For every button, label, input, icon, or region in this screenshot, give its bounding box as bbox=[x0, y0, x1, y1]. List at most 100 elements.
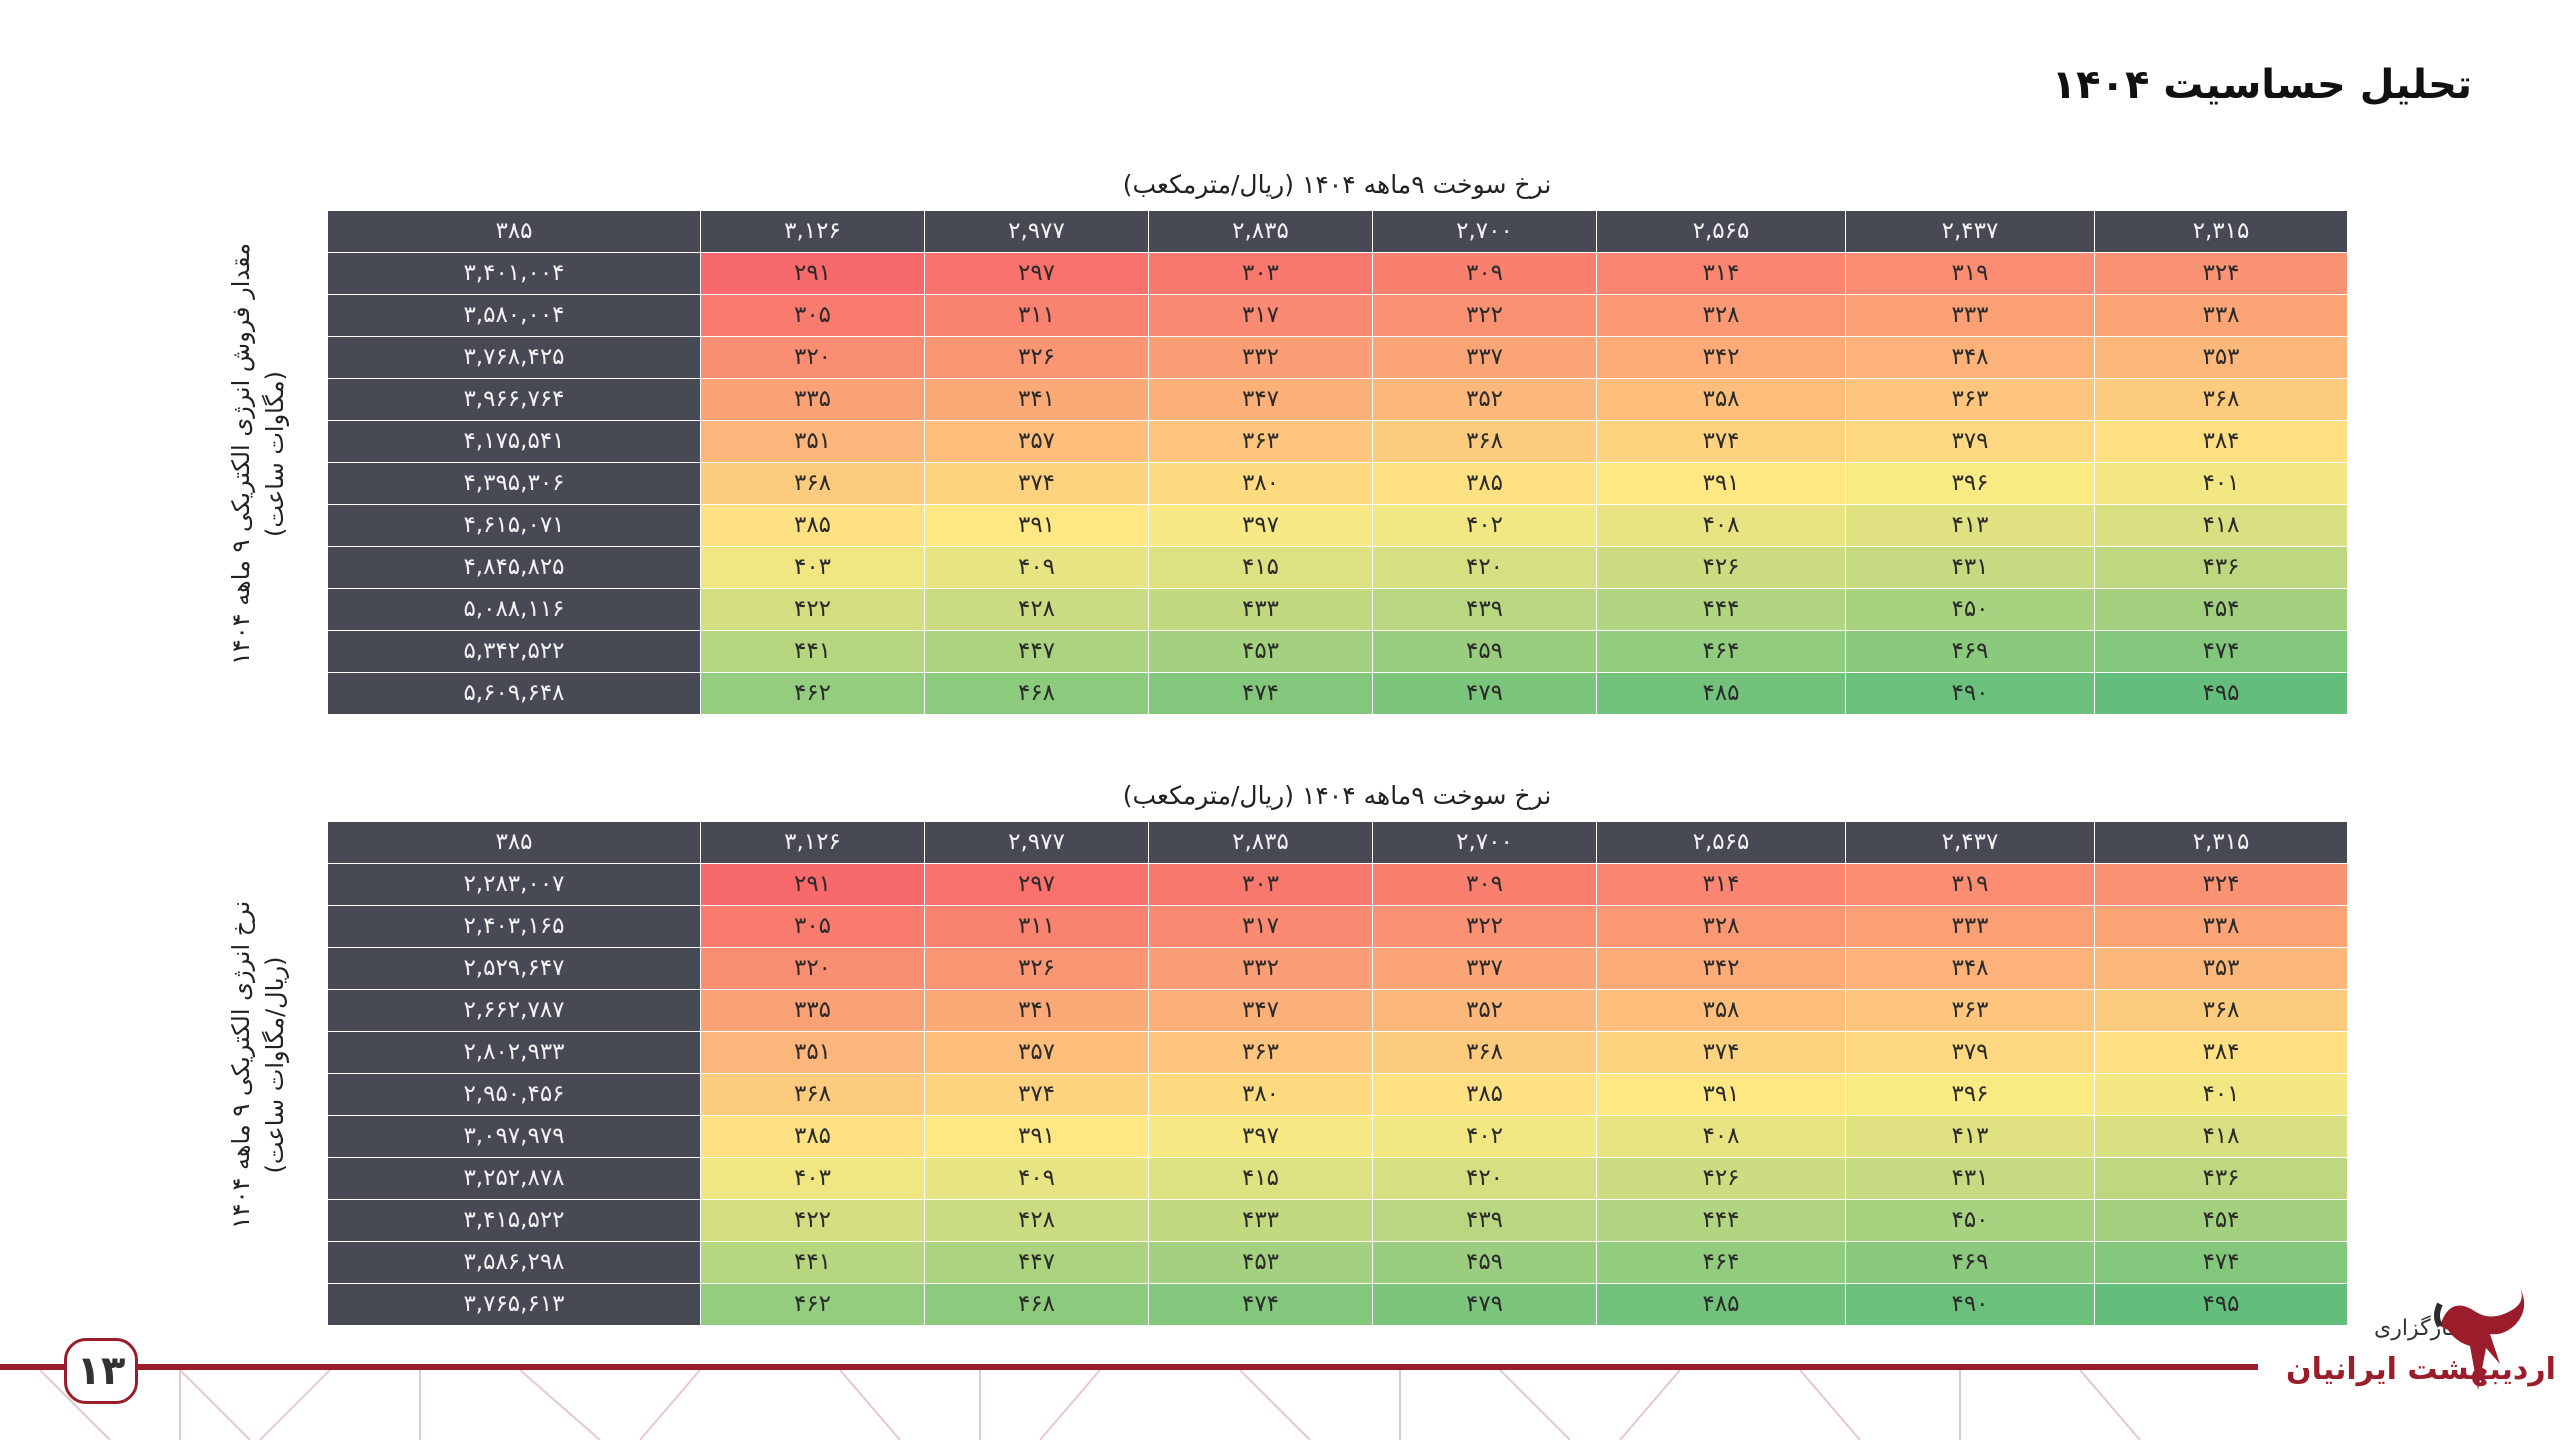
fuel-rate-header: ۲,۵۶۵ bbox=[1596, 210, 1846, 253]
table-cell: ۴۳۱ bbox=[1845, 1157, 2095, 1200]
table-cell: ۴۵۰ bbox=[1845, 1199, 2095, 1242]
row-label: ۲,۵۲۹,۶۴۷ bbox=[327, 947, 701, 990]
fuel-rate-header: ۲,۸۳۵ bbox=[1148, 210, 1373, 253]
table-cell: ۳۰۹ bbox=[1372, 863, 1597, 906]
fuel-rate-header: ۲,۵۶۵ bbox=[1596, 821, 1846, 864]
table-cell: ۴۴۷ bbox=[924, 630, 1149, 673]
table-cell: ۴۰۹ bbox=[924, 1157, 1149, 1200]
table2-side-label-line2: (ریال/مگاوات ساعت) bbox=[261, 956, 290, 1174]
table-cell: ۴۴۴ bbox=[1596, 588, 1846, 631]
table-cell: ۳۴۸ bbox=[1845, 947, 2095, 990]
row-label: ۲,۸۰۲,۹۳۳ bbox=[327, 1031, 701, 1074]
table-cell: ۳۲۴ bbox=[2094, 863, 2348, 906]
table-cell: ۴۲۸ bbox=[924, 1199, 1149, 1242]
table-cell: ۲۹۱ bbox=[700, 252, 925, 295]
table-cell: ۳۹۶ bbox=[1845, 462, 2095, 505]
fuel-rate-header: ۳,۱۲۶ bbox=[700, 210, 925, 253]
table-cell: ۴۶۲ bbox=[700, 672, 925, 715]
fuel-rate-header: ۲,۹۷۷ bbox=[924, 821, 1149, 864]
table-cell: ۳۵۸ bbox=[1596, 989, 1846, 1032]
table-cell: ۳۷۹ bbox=[1845, 420, 2095, 463]
table-cell: ۳۸۵ bbox=[700, 1115, 925, 1158]
table-cell: ۴۴۱ bbox=[700, 630, 925, 673]
table2-side-label-line1: نرخ انرژی الکتریکی ۹ ماهه ۱۴۰۴ bbox=[227, 900, 256, 1230]
footer-line bbox=[0, 1364, 2258, 1370]
table-cell: ۳۶۳ bbox=[1148, 1031, 1373, 1074]
table2-side-label: نرخ انرژی الکتریکی ۹ ماهه ۱۴۰۴ (ریال/مگا… bbox=[213, 821, 303, 1309]
table-cell: ۳۰۵ bbox=[700, 905, 925, 948]
table-cell: ۳۵۷ bbox=[924, 1031, 1149, 1074]
table-cell: ۳۴۸ bbox=[1845, 336, 2095, 379]
table-cell: ۳۹۱ bbox=[1596, 462, 1846, 505]
fuel-rate-header: ۲,۷۰۰ bbox=[1372, 210, 1597, 253]
table1-side-label: مقدار فروش انرژی الکتریکی ۹ ماهه ۱۴۰۴ (م… bbox=[213, 210, 303, 698]
table-header-row: ۳۸۵ ۳,۱۲۶ ۲,۹۷۷ ۲,۸۳۵ ۲,۷۰۰ ۲,۵۶۵ ۲,۴۳۷ … bbox=[327, 210, 2348, 253]
sensitivity-block-1: نرخ سوخت ۹ماهه ۱۴۰۴ (ریال/مترمکعب) مقدار… bbox=[0, 165, 2560, 725]
fuel-rate-header: ۲,۳۱۵ bbox=[2094, 210, 2348, 253]
table-cell: ۳۴۷ bbox=[1148, 989, 1373, 1032]
table-cell: ۴۰۳ bbox=[700, 1157, 925, 1200]
table-cell: ۴۱۸ bbox=[2094, 504, 2348, 547]
table-cell: ۴۶۸ bbox=[924, 672, 1149, 715]
table-cell: ۳۵۸ bbox=[1596, 378, 1846, 421]
table-cell: ۳۴۲ bbox=[1596, 336, 1846, 379]
fuel-rate-header: ۲,۳۱۵ bbox=[2094, 821, 2348, 864]
table-cell: ۴۰۹ bbox=[924, 546, 1149, 589]
table-row: ۴,۶۱۵,۰۷۱ ۳۸۵ ۳۹۱ ۳۹۷ ۴۰۲ ۴۰۸ ۴۱۳ ۴۱۸ bbox=[327, 504, 2348, 547]
table-cell: ۴۱۸ bbox=[2094, 1115, 2348, 1158]
table-cell: ۳۶۸ bbox=[1372, 1031, 1597, 1074]
table-cell: ۳۸۵ bbox=[700, 504, 925, 547]
table-cell: ۴۳۶ bbox=[2094, 1157, 2348, 1200]
table-row: ۳,۲۵۲,۸۷۸ ۴۰۳ ۴۰۹ ۴۱۵ ۴۲۰ ۴۲۶ ۴۳۱ ۴۳۶ bbox=[327, 1157, 2348, 1200]
table-cell: ۴۸۵ bbox=[1596, 672, 1846, 715]
table-cell: ۳۸۵ bbox=[1372, 1073, 1597, 1116]
table-cell: ۳۴۱ bbox=[924, 378, 1149, 421]
table-cell: ۴۵۹ bbox=[1372, 630, 1597, 673]
fuel-rate-header: ۲,۹۷۷ bbox=[924, 210, 1149, 253]
table-cell: ۳۸۴ bbox=[2094, 420, 2348, 463]
table-cell: ۳۳۵ bbox=[700, 989, 925, 1032]
table-cell: ۴۴۴ bbox=[1596, 1199, 1846, 1242]
table-cell: ۴۳۳ bbox=[1148, 588, 1373, 631]
table-cell: ۳۶۸ bbox=[2094, 378, 2348, 421]
table-cell: ۴۹۵ bbox=[2094, 1283, 2348, 1326]
table-cell: ۳۷۴ bbox=[1596, 420, 1846, 463]
row-label: ۵,۳۴۲,۵۲۲ bbox=[327, 630, 701, 673]
table-cell: ۴۲۲ bbox=[700, 588, 925, 631]
table-cell: ۳۵۲ bbox=[1372, 378, 1597, 421]
table-cell: ۳۷۹ bbox=[1845, 1031, 2095, 1074]
row-label: ۳,۵۸۶,۲۹۸ bbox=[327, 1241, 701, 1284]
table-cell: ۳۱۱ bbox=[924, 905, 1149, 948]
footer-decoration bbox=[39, 1370, 2141, 1440]
row-label: ۴,۳۹۵,۳۰۶ bbox=[327, 462, 701, 505]
table-row: ۲,۲۸۳,۰۰۷ ۲۹۱ ۲۹۷ ۳۰۳ ۳۰۹ ۳۱۴ ۳۱۹ ۳۲۴ bbox=[327, 863, 2348, 906]
table-cell: ۴۳۹ bbox=[1372, 588, 1597, 631]
table-cell: ۳۱۴ bbox=[1596, 863, 1846, 906]
table-cell: ۴۷۴ bbox=[1148, 1283, 1373, 1326]
table-cell: ۳۲۶ bbox=[924, 947, 1149, 990]
table-cell: ۳۲۰ bbox=[700, 336, 925, 379]
table-cell: ۴۷۴ bbox=[2094, 630, 2348, 673]
table-row: ۳,۷۶۵,۶۱۳ ۴۶۲ ۴۶۸ ۴۷۴ ۴۷۹ ۴۸۵ ۴۹۰ ۴۹۵ bbox=[327, 1283, 2348, 1326]
table-cell: ۳۰۵ bbox=[700, 294, 925, 337]
table-cell: ۴۳۱ bbox=[1845, 546, 2095, 589]
table-cell: ۴۶۹ bbox=[1845, 1241, 2095, 1284]
table-cell: ۴۳۹ bbox=[1372, 1199, 1597, 1242]
row-label: ۴,۱۷۵,۵۴۱ bbox=[327, 420, 701, 463]
table-cell: ۳۶۸ bbox=[700, 462, 925, 505]
table-row: ۴,۳۹۵,۳۰۶ ۳۶۸ ۳۷۴ ۳۸۰ ۳۸۵ ۳۹۱ ۳۹۶ ۴۰۱ bbox=[327, 462, 2348, 505]
row-label: ۳,۴۱۵,۵۲۲ bbox=[327, 1199, 701, 1242]
table-cell: ۳۷۴ bbox=[924, 462, 1149, 505]
table-cell: ۴۰۱ bbox=[2094, 462, 2348, 505]
row-label: ۴,۸۴۵,۸۲۵ bbox=[327, 546, 701, 589]
table-cell: ۴۲۰ bbox=[1372, 1157, 1597, 1200]
table-cell: ۴۵۳ bbox=[1148, 1241, 1373, 1284]
table-cell: ۳۳۳ bbox=[1845, 294, 2095, 337]
fuel-rate-caption: نرخ سوخت ۹ماهه ۱۴۰۴ (ریال/مترمکعب) bbox=[1122, 170, 1552, 199]
table-cell: ۴۶۸ bbox=[924, 1283, 1149, 1326]
row-label: ۳,۰۹۷,۹۷۹ bbox=[327, 1115, 701, 1158]
table-cell: ۴۲۶ bbox=[1596, 1157, 1846, 1200]
table-cell: ۴۲۶ bbox=[1596, 546, 1846, 589]
row-label: ۳,۲۵۲,۸۷۸ bbox=[327, 1157, 701, 1200]
table-row: ۳,۴۰۱,۰۰۴ ۲۹۱ ۲۹۷ ۳۰۳ ۳۰۹ ۳۱۴ ۳۱۹ ۳۲۴ bbox=[327, 252, 2348, 295]
